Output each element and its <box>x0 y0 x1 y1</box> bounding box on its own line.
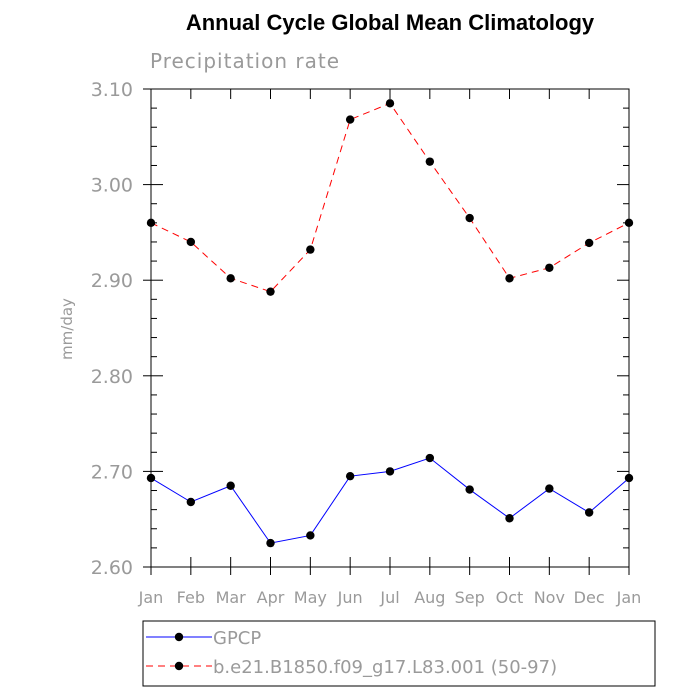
x-tick-label: Sep <box>455 588 485 607</box>
data-point <box>226 274 235 283</box>
x-tick-label: Jan <box>138 588 164 607</box>
data-point <box>146 218 156 228</box>
y-tick-label: 3.10 <box>91 79 133 101</box>
legend: GPCP b.e21.B1850.f09_g17.L83.001 (50-97) <box>146 628 557 678</box>
data-point <box>186 237 196 247</box>
legend-marker <box>174 661 184 671</box>
data-point <box>266 287 275 296</box>
chart-subtitle: Precipitation rate <box>150 49 340 73</box>
data-point <box>186 497 196 507</box>
x-tick-label: Aug <box>414 588 445 607</box>
data-point <box>465 213 474 223</box>
chart-title: Annual Cycle Global Mean Climatology <box>186 10 595 35</box>
x-tick-label: Oct <box>496 588 524 607</box>
plot-frame <box>150 88 630 568</box>
series-layer <box>146 99 634 548</box>
x-tick-label: Apr <box>257 588 285 607</box>
data-point <box>345 471 355 481</box>
y-tick-label: 3.00 <box>91 175 133 197</box>
legend-label: b.e21.B1850.f09_g17.L83.001 (50-97) <box>213 657 557 678</box>
data-point <box>584 238 594 248</box>
x-tick-label: Jul <box>379 588 399 607</box>
legend-box <box>142 620 656 687</box>
x-tick-label: Dec <box>574 588 605 607</box>
y-tick-label: 2.80 <box>91 366 133 388</box>
legend-label: GPCP <box>213 628 261 649</box>
data-point <box>505 274 514 283</box>
x-tick-label: May <box>294 588 327 607</box>
y-tick-label: 2.60 <box>91 557 133 579</box>
y-axis-label: mm/day <box>58 298 76 360</box>
y-tick-label: 2.90 <box>91 270 133 292</box>
data-point <box>465 485 474 494</box>
data-point <box>266 538 275 548</box>
series-line-1 <box>150 102 630 293</box>
data-point <box>306 245 315 254</box>
data-point <box>505 514 514 523</box>
axis-ticks: Jan Feb Mar Apr May Jun Jul Aug Sep Oct Nov Dec Jan 2… <box>91 79 642 607</box>
data-point <box>385 467 395 476</box>
x-tick-label: Feb <box>177 588 205 607</box>
data-point <box>226 481 235 490</box>
data-point <box>425 453 435 463</box>
data-point <box>345 115 355 124</box>
x-tick-label: Mar <box>216 588 247 607</box>
data-point <box>385 99 395 108</box>
x-tick-label: Nov <box>534 588 565 607</box>
data-point <box>425 157 435 166</box>
data-point <box>545 263 554 272</box>
data-point <box>306 531 315 540</box>
legend-marker <box>174 632 184 642</box>
x-tick-label: Jan <box>616 588 642 607</box>
x-tick-label: Jun <box>337 588 363 607</box>
data-point <box>146 473 156 483</box>
data-point <box>584 508 594 517</box>
y-tick-label: 2.70 <box>91 461 133 483</box>
data-point <box>545 484 554 493</box>
data-point <box>624 218 634 228</box>
data-point <box>624 473 634 483</box>
